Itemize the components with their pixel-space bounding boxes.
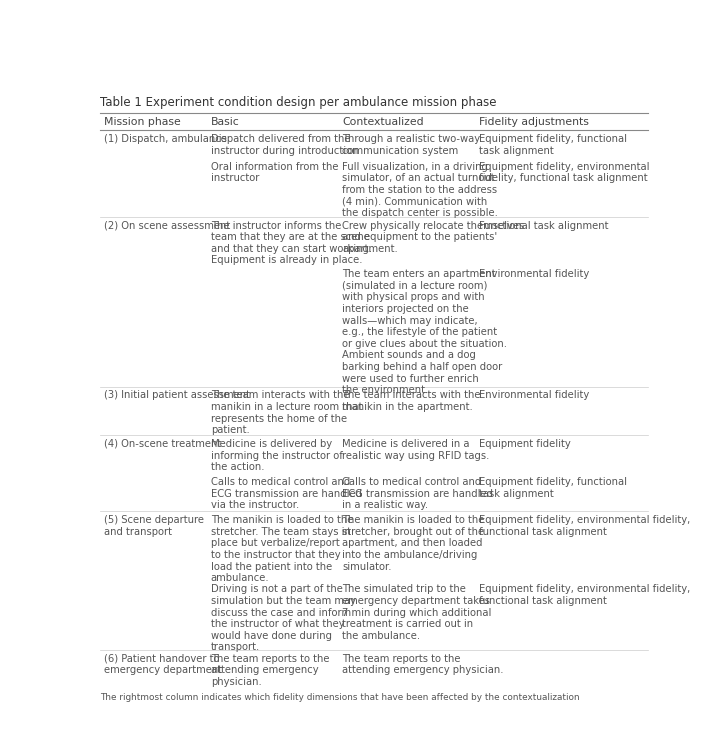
- Text: The team reports to the
attending emergency
physician.: The team reports to the attending emerge…: [211, 654, 329, 687]
- Text: Through a realistic two-way
communication system: Through a realistic two-way communicatio…: [342, 134, 480, 156]
- Text: Crew physically relocate themselves
and equipment to the patients'
apartment.: Crew physically relocate themselves and …: [342, 221, 524, 254]
- Text: (6) Patient handover to
emergency department: (6) Patient handover to emergency depart…: [104, 654, 222, 675]
- Text: Table 1 Experiment condition design per ambulance mission phase: Table 1 Experiment condition design per …: [100, 96, 497, 109]
- Text: Driving is not a part of the
simulation but the team may
discuss the case and in: Driving is not a part of the simulation …: [211, 584, 356, 652]
- Text: (2) On scene assessment: (2) On scene assessment: [104, 221, 230, 231]
- Text: Equipment fidelity, environmental fidelity,
functional task alignment: Equipment fidelity, environmental fideli…: [479, 584, 690, 606]
- Text: The manikin is loaded to the
stretcher, brought out of the
apartment, and then l: The manikin is loaded to the stretcher, …: [342, 515, 484, 571]
- Text: Medicine is delivered in a
realistic way using RFID tags.: Medicine is delivered in a realistic way…: [342, 439, 489, 461]
- Text: Calls to medical control and
ECG transmission are handled
in a realistic way.: Calls to medical control and ECG transmi…: [342, 477, 493, 510]
- Text: The simulated trip to the
emergency department takes
7 min during which addition: The simulated trip to the emergency depa…: [342, 584, 492, 641]
- Text: The manikin is loaded to the
stretcher. The team stays in
place but verbalize/re: The manikin is loaded to the stretcher. …: [211, 515, 353, 583]
- Text: The team interacts with the
manikin in the apartment.: The team interacts with the manikin in t…: [342, 390, 481, 412]
- Text: The rightmost column indicates which fidelity dimensions that have been affected: The rightmost column indicates which fid…: [100, 694, 579, 703]
- Text: Equipment fidelity: Equipment fidelity: [479, 439, 571, 449]
- Text: Calls to medical control and
ECG transmission are handled
via the instructor.: Calls to medical control and ECG transmi…: [211, 477, 362, 510]
- Text: Equipment fidelity, environmental
fidelity, functional task alignment: Equipment fidelity, environmental fideli…: [479, 162, 650, 183]
- Text: The team enters an apartment
(simulated in a lecture room)
with physical props a: The team enters an apartment (simulated …: [342, 269, 508, 395]
- Text: Environmental fidelity: Environmental fidelity: [479, 390, 589, 401]
- Text: Equipment fidelity, functional
task alignment: Equipment fidelity, functional task alig…: [479, 134, 627, 156]
- Text: (5) Scene departure
and transport: (5) Scene departure and transport: [104, 515, 204, 537]
- Text: (3) Initial patient assessment: (3) Initial patient assessment: [104, 390, 250, 401]
- Text: Medicine is delivered by
informing the instructor of
the action.: Medicine is delivered by informing the i…: [211, 439, 342, 472]
- Text: The team reports to the
attending emergency physician.: The team reports to the attending emerge…: [342, 654, 504, 675]
- Text: Functional task alignment: Functional task alignment: [479, 221, 608, 231]
- Text: The team interacts with the
manikin in a lecture room that
represents the home o: The team interacts with the manikin in a…: [211, 390, 362, 435]
- Text: Oral information from the
instructor: Oral information from the instructor: [211, 162, 338, 183]
- Text: Full visualization, in a driving
simulator, of an actual turnout
from the statio: Full visualization, in a driving simulat…: [342, 162, 498, 218]
- Text: Mission phase: Mission phase: [104, 117, 181, 127]
- Text: Contextualized: Contextualized: [342, 117, 424, 127]
- Text: Dispatch delivered from the
instructor during introduction: Dispatch delivered from the instructor d…: [211, 134, 358, 156]
- Text: Fidelity adjustments: Fidelity adjustments: [479, 117, 589, 127]
- Text: Basic: Basic: [211, 117, 239, 127]
- Text: (1) Dispatch, ambulance: (1) Dispatch, ambulance: [104, 134, 227, 144]
- Text: Equipment fidelity, environmental fidelity,
functional task alignment: Equipment fidelity, environmental fideli…: [479, 515, 690, 537]
- Text: (4) On-scene treatment: (4) On-scene treatment: [104, 439, 221, 449]
- Text: Equipment fidelity, functional
task alignment: Equipment fidelity, functional task alig…: [479, 477, 627, 499]
- Text: Environmental fidelity: Environmental fidelity: [479, 269, 589, 279]
- Text: The instructor informs the
team that they are at the scene
and that they can sta: The instructor informs the team that the…: [211, 221, 372, 266]
